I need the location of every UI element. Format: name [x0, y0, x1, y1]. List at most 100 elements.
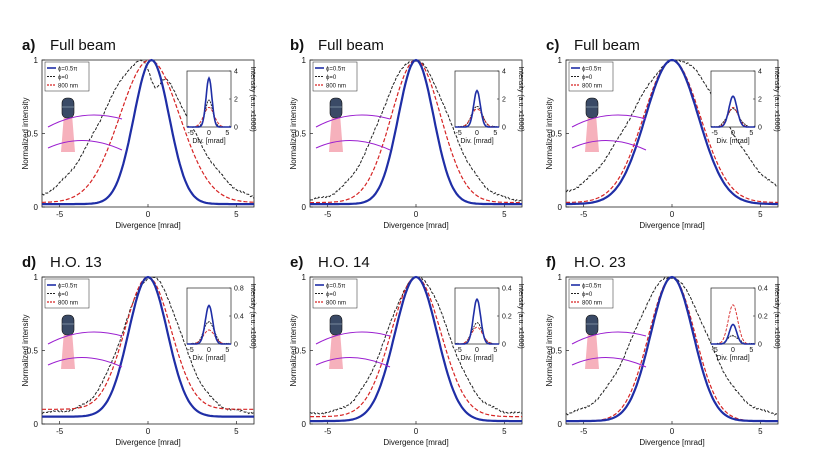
inset-x-tick-label: 0	[207, 347, 211, 354]
y-tick-label: 0.5	[295, 347, 307, 356]
inset-series-phi-half-pi	[455, 297, 499, 345]
inset-y-tick-label: 4	[234, 69, 238, 76]
inset-y-tick-label: 0.4	[758, 286, 768, 293]
panel-title: Full beam	[318, 37, 384, 54]
lower-wavefront	[571, 356, 647, 368]
inset-box	[454, 70, 500, 128]
inset-y-tick-label: 0.4	[502, 286, 512, 293]
beam-cone	[585, 331, 599, 369]
y-axis-label: Normalized intensity	[545, 314, 554, 386]
panel-title: Full beam	[50, 37, 116, 54]
y-tick-label: 1	[302, 56, 307, 65]
series-line-phi-half-pi	[42, 275, 254, 418]
beam-cone	[61, 331, 75, 369]
y-tick-label: 1	[558, 56, 563, 65]
inset-series-phi-half-pi	[455, 89, 499, 128]
y-tick-label: 0	[34, 203, 39, 212]
inset-y-tick-label: 0.2	[758, 314, 768, 321]
legend-box	[312, 61, 358, 92]
inset-x-tick-label: 0	[475, 347, 479, 354]
y-tick-label: 1	[34, 273, 39, 282]
x-tick-label: -5	[324, 427, 332, 436]
inset-series-phi-half-pi	[187, 304, 231, 345]
legend-entry: ϕ=0.5π	[58, 67, 77, 73]
inset-y-tick-label: 2	[502, 97, 506, 104]
inset-x-tick-label: -5	[712, 130, 718, 137]
x-tick-label: 0	[670, 427, 675, 436]
x-axis-label: Divergence [mrad]	[115, 221, 180, 230]
inset-box	[454, 287, 500, 345]
x-tick-label: 0	[146, 427, 151, 436]
series-line-phi-zero	[309, 276, 523, 416]
upper-wavefront	[571, 114, 647, 128]
x-tick-label: 5	[758, 427, 763, 436]
y-tick-label: 0.5	[27, 347, 39, 356]
x-tick-label: -5	[56, 427, 64, 436]
y-axis-label: Normalized intensity	[545, 97, 554, 169]
upper-wavefront	[315, 114, 391, 128]
inset-x-tick-label: -5	[456, 347, 462, 354]
inset-x-tick-label: -5	[712, 347, 718, 354]
inset-y-tick-label: 0.2	[502, 314, 512, 321]
x-axis-label: Divergence [mrad]	[115, 438, 180, 447]
legend-entry: 800 nm	[582, 84, 602, 90]
inset-y-label: Intensity (a.u. x1000)	[249, 66, 256, 131]
panel-title: H.O. 23	[574, 254, 626, 271]
panel-title: Full beam	[574, 37, 640, 54]
series-line-phi-zero	[309, 59, 523, 203]
series-line-phi-zero	[565, 276, 779, 416]
series-line-phi-half-pi	[42, 58, 254, 206]
legend-box	[44, 61, 90, 92]
panel-label: c)	[546, 37, 559, 54]
source-cylinder	[329, 97, 343, 119]
panel-label: a)	[22, 37, 35, 54]
legend-entry: 800 nm	[326, 301, 346, 307]
legend-box	[44, 278, 90, 309]
inset-x-tick-label: 5	[493, 347, 497, 354]
upper-wavefront	[315, 331, 391, 345]
inset-y-tick-label: 4	[502, 69, 506, 76]
y-tick-label: 1	[558, 273, 563, 282]
x-tick-label: 5	[234, 427, 239, 436]
inset-x-tick-label: -5	[188, 130, 194, 137]
x-tick-label: -5	[56, 210, 64, 219]
inset-x-tick-label: 0	[731, 347, 735, 354]
inset-y-tick-label: 0	[234, 342, 238, 349]
x-tick-label: 5	[758, 210, 763, 219]
inset-y-tick-label: 2	[758, 97, 762, 104]
inset-x-label: Div. [mrad]	[716, 138, 749, 145]
inset-y-label: Intensity (a.u. x1000)	[773, 283, 780, 348]
series-line-phi-zero	[41, 59, 255, 199]
y-tick-label: 1	[302, 273, 307, 282]
series-line-phi-half-pi	[566, 275, 778, 423]
legend-entry: ϕ=0.5π	[582, 284, 601, 290]
inset-y-tick-label: 0	[502, 342, 506, 349]
inset-x-tick-label: 0	[475, 130, 479, 137]
y-axis-label: Normalized intensity	[21, 97, 30, 169]
inset-series-phi-half-pi	[711, 95, 755, 128]
x-tick-label: 0	[414, 210, 419, 219]
source-cylinder	[585, 314, 599, 336]
panel-label: f)	[546, 254, 556, 271]
legend-entry: 800 nm	[58, 301, 78, 307]
x-axis-label: Divergence [mrad]	[383, 438, 448, 447]
series-line-phi-zero	[41, 276, 255, 415]
inset-y-tick-label: 0	[502, 125, 506, 132]
inset-y-tick-label: 0.8	[234, 286, 244, 293]
inset-y-tick-label: 2	[234, 97, 238, 104]
legend-entry: ϕ=0	[326, 292, 337, 298]
y-tick-label: 0	[302, 203, 307, 212]
legend-box	[568, 278, 614, 309]
inset-x-tick-label: 5	[225, 130, 229, 137]
beam-cone	[61, 114, 75, 152]
y-tick-label: 1	[34, 56, 39, 65]
